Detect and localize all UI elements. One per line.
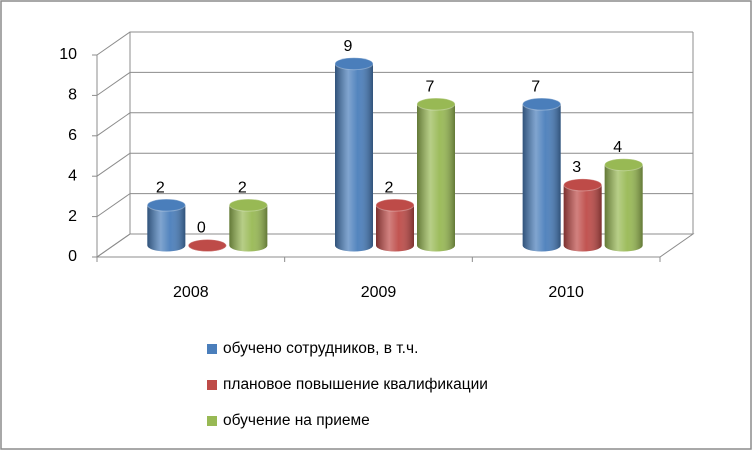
- bar-top: [522, 97, 562, 111]
- y-tick-label: 0: [68, 248, 77, 265]
- bar-group: [334, 57, 374, 252]
- legend-label: обучено сотрудников, в т.ч.: [223, 340, 418, 357]
- y-tick-label: 10: [59, 46, 77, 63]
- legend-label: обучение на приеме: [223, 412, 370, 429]
- bar-top: [604, 158, 644, 172]
- data-label: 2: [156, 179, 165, 196]
- y-tick-label: 6: [68, 127, 77, 144]
- bar-group: [187, 239, 227, 252]
- bar-top: [563, 178, 603, 192]
- bar-shade: [147, 205, 186, 252]
- bar-shade: [563, 184, 602, 252]
- data-label: 2: [238, 179, 247, 196]
- y-tick-label: 8: [68, 87, 77, 104]
- bar-top: [146, 198, 186, 212]
- grid-line: [96, 112, 693, 137]
- bar-shade: [376, 205, 414, 252]
- y-tick-label: 2: [68, 208, 77, 225]
- data-label: 4: [613, 139, 622, 156]
- data-label: 3: [572, 159, 581, 176]
- bar-group: [416, 97, 456, 252]
- bar-shade: [335, 63, 373, 252]
- grid-line: [96, 152, 693, 177]
- plot-area: 0 2 4 6 8 10 2008 2 0 2 2009 9 2 7 2010 7 3 4: [59, 31, 695, 301]
- grid-line: [96, 71, 693, 96]
- bar-top: [334, 57, 374, 71]
- bar-shade: [522, 104, 561, 252]
- grid-line: [96, 193, 693, 218]
- bar-top: [228, 198, 268, 212]
- bar-shade: [604, 164, 643, 252]
- bar-group: [146, 198, 186, 252]
- bar-group: [522, 97, 562, 252]
- bar-shade: [417, 104, 455, 252]
- data-label: 7: [531, 78, 540, 95]
- data-label: 7: [426, 78, 435, 95]
- data-label: 9: [344, 38, 353, 55]
- bar-group: [228, 198, 268, 252]
- legend-swatch: [207, 380, 217, 390]
- grid-line: [96, 233, 693, 258]
- x-tick-label: 2008: [173, 284, 209, 301]
- bar-top: [416, 97, 456, 111]
- x-tick-label: 2009: [361, 284, 397, 301]
- data-label: 2: [385, 179, 394, 196]
- legend-swatch: [207, 416, 217, 426]
- y-tick-label: 4: [68, 167, 77, 184]
- grid-line: [96, 31, 693, 56]
- legend-label: плановое повышение квалификации: [223, 376, 488, 393]
- data-label: 0: [197, 220, 206, 237]
- bar-group: [563, 178, 603, 252]
- legend-swatch: [207, 344, 217, 354]
- bar-group: [604, 158, 644, 252]
- bar-top: [187, 239, 227, 252]
- bar-group: [375, 198, 415, 252]
- bar-top: [375, 198, 415, 212]
- x-tick-label: 2010: [548, 284, 584, 301]
- bar-shade: [229, 205, 268, 252]
- legend: обучено сотрудников, в т.ч. плановое повы…: [207, 340, 488, 429]
